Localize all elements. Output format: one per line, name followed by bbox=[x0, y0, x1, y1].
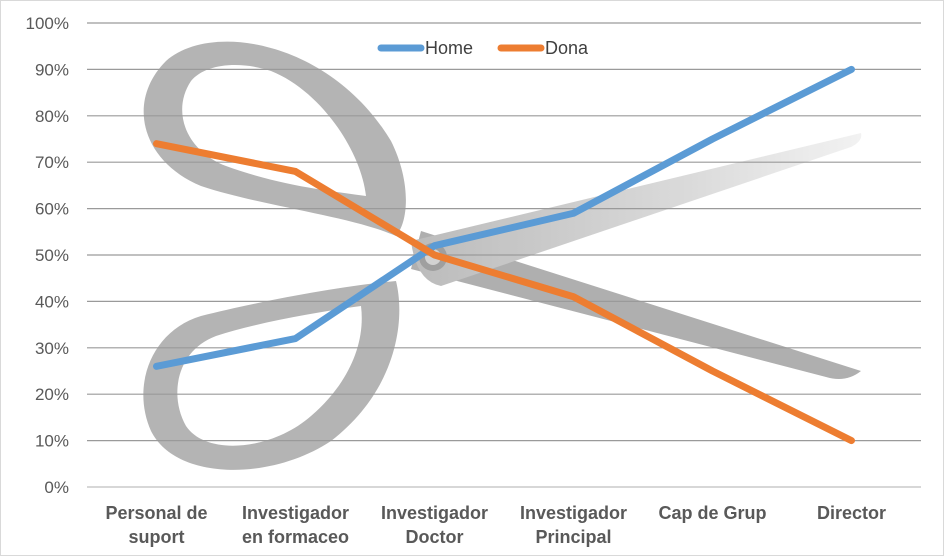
y-tick-label: 80% bbox=[35, 107, 69, 126]
y-tick-label: 0% bbox=[44, 478, 69, 497]
series-line-dona bbox=[153, 140, 855, 445]
x-tick-label: Cap de Grup bbox=[658, 503, 766, 523]
y-tick-label: 100% bbox=[26, 14, 69, 33]
x-tick-label: Personal de suport bbox=[105, 503, 207, 547]
y-tick-label: 60% bbox=[35, 200, 69, 219]
series-line-home bbox=[153, 65, 855, 370]
x-tick-label: Investigador Doctor bbox=[381, 503, 488, 547]
legend-label: Dona bbox=[545, 38, 589, 58]
y-tick-label: 30% bbox=[35, 339, 69, 358]
y-tick-label: 40% bbox=[35, 292, 69, 311]
x-tick-label: Investigador Principal bbox=[520, 503, 627, 547]
series-layer bbox=[153, 65, 855, 445]
axes: 0% 10% 20% 30% 40% 50% 60% 70% 80% 90% 100% Persona… bbox=[26, 14, 887, 547]
scissors-icon bbox=[143, 41, 862, 470]
grid-lines bbox=[87, 22, 921, 488]
y-tick-label: 90% bbox=[35, 60, 69, 79]
legend-label: Home bbox=[425, 38, 473, 58]
y-tick-label: 50% bbox=[35, 246, 69, 265]
x-tick-label: Director bbox=[817, 503, 886, 523]
y-tick-label: 20% bbox=[35, 385, 69, 404]
legend: Home Dona bbox=[377, 38, 589, 58]
x-tick-label: Investigador en formaceo bbox=[242, 503, 349, 547]
y-tick-label: 10% bbox=[35, 432, 69, 451]
y-tick-label: 70% bbox=[35, 153, 69, 172]
